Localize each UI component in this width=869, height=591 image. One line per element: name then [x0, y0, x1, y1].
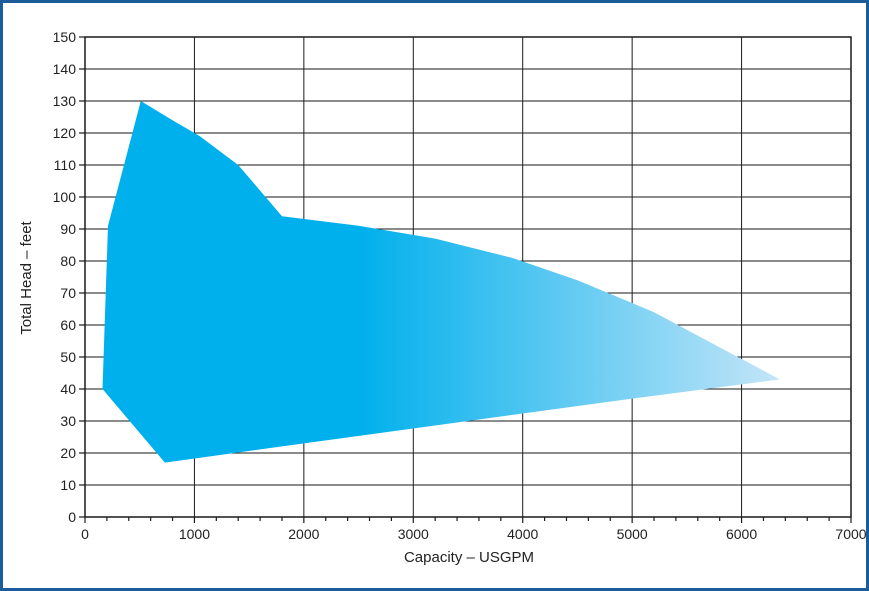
y-tick-label: 10 — [60, 477, 76, 493]
y-tick-label: 60 — [60, 317, 76, 333]
y-tick-label: 70 — [60, 285, 76, 301]
y-tick-label: 40 — [60, 381, 76, 397]
y-tick-label: 80 — [60, 253, 76, 269]
y-tick-label: 0 — [68, 509, 76, 525]
y-tick-label: 110 — [54, 157, 77, 173]
x-tick-label: 6000 — [726, 526, 757, 542]
y-tick-label: 150 — [53, 29, 77, 45]
y-tick-label: 140 — [53, 61, 77, 77]
x-tick-label: 0 — [81, 526, 89, 542]
x-tick-label: 1000 — [179, 526, 210, 542]
plot-border — [84, 36, 852, 518]
y-tick-label: 30 — [60, 413, 76, 429]
y-tick-label: 50 — [60, 349, 76, 365]
y-tick-label: 130 — [53, 93, 77, 109]
y-tick-label: 20 — [60, 445, 76, 461]
y-tick-label: 100 — [53, 189, 77, 205]
operating-range-area — [102, 101, 780, 463]
x-tick-label: 5000 — [617, 526, 648, 542]
x-tick-label: 2000 — [288, 526, 319, 542]
x-tick-label: 3000 — [398, 526, 429, 542]
x-tick-label: 4000 — [507, 526, 538, 542]
y-tick-label: 120 — [53, 125, 77, 141]
x-tick-label: 7000 — [835, 526, 866, 542]
x-axis-title: Capacity – USGPM — [404, 549, 534, 566]
y-axis-title: Total Head – feet — [18, 220, 35, 334]
y-tick-label: 90 — [60, 221, 76, 237]
axes: 0 10 20 30 40 50 60 70 80 90 100 110 120 130 140 150 0 10… — [53, 29, 867, 542]
